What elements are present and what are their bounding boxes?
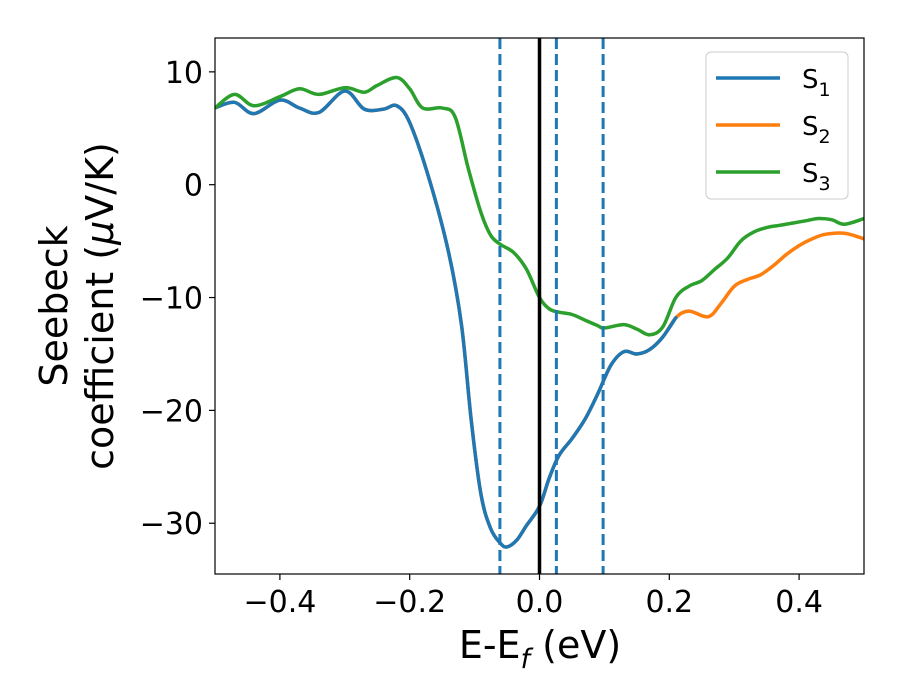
series-line-s3 [215, 75, 864, 337]
y-axis: 10 0 −10 −20 −30 [140, 56, 215, 542]
legend-label-s3: S3 [802, 159, 831, 195]
x-tick-label: 0.0 [516, 585, 564, 620]
legend: S1 S2 S3 [705, 51, 849, 200]
y-axis-label-line1: Seebeck [32, 225, 76, 386]
y-tick-label: 0 [184, 169, 203, 204]
y-tick-label: 10 [165, 56, 203, 91]
y-tick-label: −30 [140, 507, 203, 542]
x-axis: −0.4 −0.2 0.0 0.2 0.4 [243, 574, 823, 620]
x-tick-label: −0.2 [373, 585, 446, 620]
x-axis-label: E-Ef (eV) [459, 623, 621, 675]
x-tick-label: 0.4 [775, 585, 823, 620]
y-tick-label: −10 [140, 282, 203, 317]
legend-label-s1: S1 [802, 65, 831, 101]
legend-label-s2: S2 [802, 112, 831, 148]
y-axis-label: Seebeck coefficient (μV/K) [32, 142, 122, 470]
y-axis-label-line2: coefficient (μV/K) [78, 142, 122, 470]
x-tick-label: 0.2 [645, 585, 693, 620]
reference-lines [498, 38, 605, 574]
x-tick-label: −0.4 [243, 585, 316, 620]
lines-layer [215, 75, 864, 549]
y-tick-label: −20 [140, 394, 203, 429]
series-line-s1 [215, 89, 678, 549]
